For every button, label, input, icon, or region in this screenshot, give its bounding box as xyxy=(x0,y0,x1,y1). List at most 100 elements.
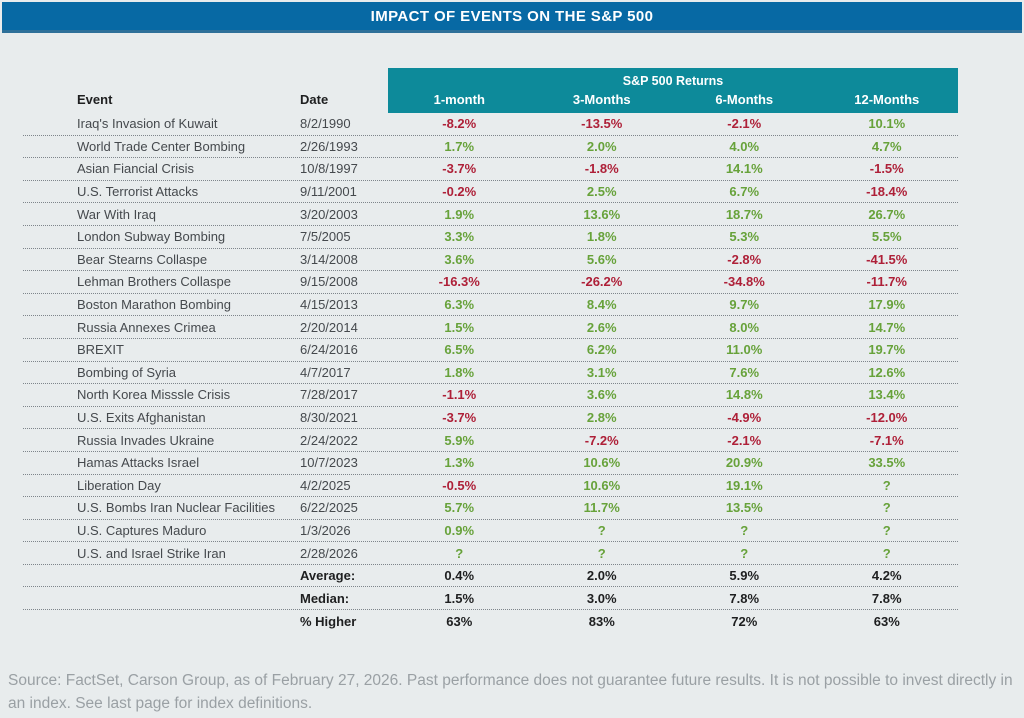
date-cell: 6/22/2025 xyxy=(300,500,358,516)
return-1month-cell: -8.2% xyxy=(442,116,477,132)
summary-label: Average: xyxy=(300,568,356,584)
return-3months-cell: ? xyxy=(597,522,606,538)
return-12months-cell: 7.8% xyxy=(871,590,902,606)
return-1month-cell: 1.7% xyxy=(444,138,475,154)
date-cell: 4/7/2017 xyxy=(300,364,351,380)
return-1month-cell: 6.3% xyxy=(444,297,475,313)
return-1month-cell: 3.3% xyxy=(444,229,475,245)
date-cell: 4/15/2013 xyxy=(300,297,358,313)
return-6months-cell: -2.8% xyxy=(727,251,762,267)
return-12months-cell: 63% xyxy=(873,613,900,629)
return-6months-cell: 14.1% xyxy=(725,161,763,177)
return-3months-cell: 3.0% xyxy=(586,590,617,606)
table-row: U.S. Captures Maduro 1/3/2026 0.9% ? ? ? xyxy=(23,520,958,543)
event-cell: U.S. and Israel Strike Iran xyxy=(77,545,226,561)
table-body: Iraq's Invasion of Kuwait 8/2/1990 -8.2%… xyxy=(23,113,958,633)
event-cell: World Trade Center Bombing xyxy=(77,138,246,154)
return-1month-cell: ? xyxy=(455,545,464,561)
return-6months-cell: -2.1% xyxy=(727,432,762,448)
return-12months-cell: 33.5% xyxy=(868,455,906,471)
return-12months-cell: -12.0% xyxy=(866,410,908,426)
column-header-12months: 12-Months xyxy=(854,92,920,107)
table-row: Russia Invades Ukraine 2/24/2022 5.9% -7… xyxy=(23,429,958,452)
table-header: S&P 500 Returns Event Date 1-month 3-Mon… xyxy=(23,68,958,113)
page-title: IMPACT OF EVENTS ON THE S&P 500 xyxy=(370,7,654,25)
event-cell: U.S. Bombs Iran Nuclear Facilities xyxy=(77,500,275,516)
return-6months-cell: 72% xyxy=(731,613,758,629)
column-header-event: Event xyxy=(77,92,113,107)
return-1month-cell: 1.3% xyxy=(444,455,475,471)
table-row: U.S. Bombs Iran Nuclear Facilities 6/22/… xyxy=(23,497,958,520)
event-cell: Iraq's Invasion of Kuwait xyxy=(77,116,218,132)
event-cell: U.S. Captures Maduro xyxy=(77,522,207,538)
date-cell: 2/20/2014 xyxy=(300,319,358,335)
event-cell: Liberation Day xyxy=(77,477,161,493)
return-1month-cell: 1.9% xyxy=(444,206,475,222)
returns-group-header: S&P 500 Returns xyxy=(622,74,724,88)
return-6months-cell: 7.8% xyxy=(729,590,760,606)
date-cell: 8/30/2021 xyxy=(300,410,358,426)
return-1month-cell: 5.7% xyxy=(444,500,475,516)
return-6months-cell: 6.7% xyxy=(729,184,760,200)
return-12months-cell: 12.6% xyxy=(868,364,906,380)
return-3months-cell: 3.1% xyxy=(586,364,617,380)
return-1month-cell: -16.3% xyxy=(438,274,480,290)
return-3months-cell: -26.2% xyxy=(581,274,623,290)
event-cell: U.S. Terrorist Attacks xyxy=(77,184,199,200)
return-12months-cell: -11.7% xyxy=(866,274,907,290)
date-cell: 2/28/2026 xyxy=(300,545,358,561)
return-3months-cell: -13.5% xyxy=(581,116,623,132)
return-12months-cell: 4.7% xyxy=(871,138,902,154)
return-1month-cell: 5.9% xyxy=(444,432,475,448)
return-6months-cell: -4.9% xyxy=(727,410,762,426)
event-cell: War With Iraq xyxy=(77,206,156,222)
return-12months-cell: -7.1% xyxy=(869,432,904,448)
event-cell: Hamas Attacks Israel xyxy=(77,455,200,471)
title-bar: IMPACT OF EVENTS ON THE S&P 500 xyxy=(2,2,1022,33)
return-3months-cell: 3.6% xyxy=(586,387,617,403)
date-cell: 6/24/2016 xyxy=(300,342,358,358)
event-cell: Lehman Brothers Collaspe xyxy=(77,274,231,290)
return-3months-cell: 2.0% xyxy=(586,568,617,584)
table-row: Boston Marathon Bombing 4/15/2013 6.3% 8… xyxy=(23,294,958,317)
return-1month-cell: -3.7% xyxy=(442,410,477,426)
event-cell: BREXIT xyxy=(77,342,124,358)
return-1month-cell: -3.7% xyxy=(442,161,477,177)
return-3months-cell: 10.6% xyxy=(583,477,621,493)
date-cell: 3/20/2003 xyxy=(300,206,358,222)
return-1month-cell: -0.5% xyxy=(442,477,477,493)
date-cell: 10/7/2023 xyxy=(300,455,358,471)
return-6months-cell: 5.9% xyxy=(729,568,760,584)
date-cell: 3/14/2008 xyxy=(300,251,358,267)
return-1month-cell: 1.5% xyxy=(444,319,475,335)
return-12months-cell: 13.4% xyxy=(868,387,906,403)
return-6months-cell: -2.1% xyxy=(727,116,762,132)
table-row: U.S. and Israel Strike Iran 2/28/2026 ? … xyxy=(23,542,958,565)
return-1month-cell: -0.2% xyxy=(442,184,477,200)
return-3months-cell: 5.6% xyxy=(586,251,617,267)
return-3months-cell: 6.2% xyxy=(586,342,617,358)
return-6months-cell: 18.7% xyxy=(725,206,763,222)
summary-row: Average: 0.4% 2.0% 5.9% 4.2% xyxy=(23,565,958,588)
column-header-1month: 1-month xyxy=(433,92,485,107)
date-cell: 2/24/2022 xyxy=(300,432,358,448)
return-1month-cell: 6.5% xyxy=(444,342,475,358)
date-cell: 9/11/2001 xyxy=(300,184,357,200)
date-cell: 2/26/1993 xyxy=(300,138,358,154)
return-6months-cell: 20.9% xyxy=(725,455,763,471)
return-6months-cell: 4.0% xyxy=(729,138,760,154)
return-3months-cell: 1.8% xyxy=(586,229,617,245)
return-6months-cell: 9.7% xyxy=(729,297,760,313)
summary-label: Median: xyxy=(300,590,350,606)
return-3months-cell: 13.6% xyxy=(583,206,621,222)
return-6months-cell: 14.8% xyxy=(725,387,763,403)
return-3months-cell: 2.0% xyxy=(586,138,617,154)
table-row: Bear Stearns Collaspe 3/14/2008 3.6% 5.6… xyxy=(23,249,958,272)
table-row: World Trade Center Bombing 2/26/1993 1.7… xyxy=(23,136,958,159)
table-row: Bombing of Syria 4/7/2017 1.8% 3.1% 7.6%… xyxy=(23,362,958,385)
return-12months-cell: 5.5% xyxy=(871,229,902,245)
return-12months-cell: 10.1% xyxy=(868,116,906,132)
return-3months-cell: 2.6% xyxy=(586,319,617,335)
date-cell: 4/2/2025 xyxy=(300,477,351,493)
return-6months-cell: 5.3% xyxy=(729,229,760,245)
